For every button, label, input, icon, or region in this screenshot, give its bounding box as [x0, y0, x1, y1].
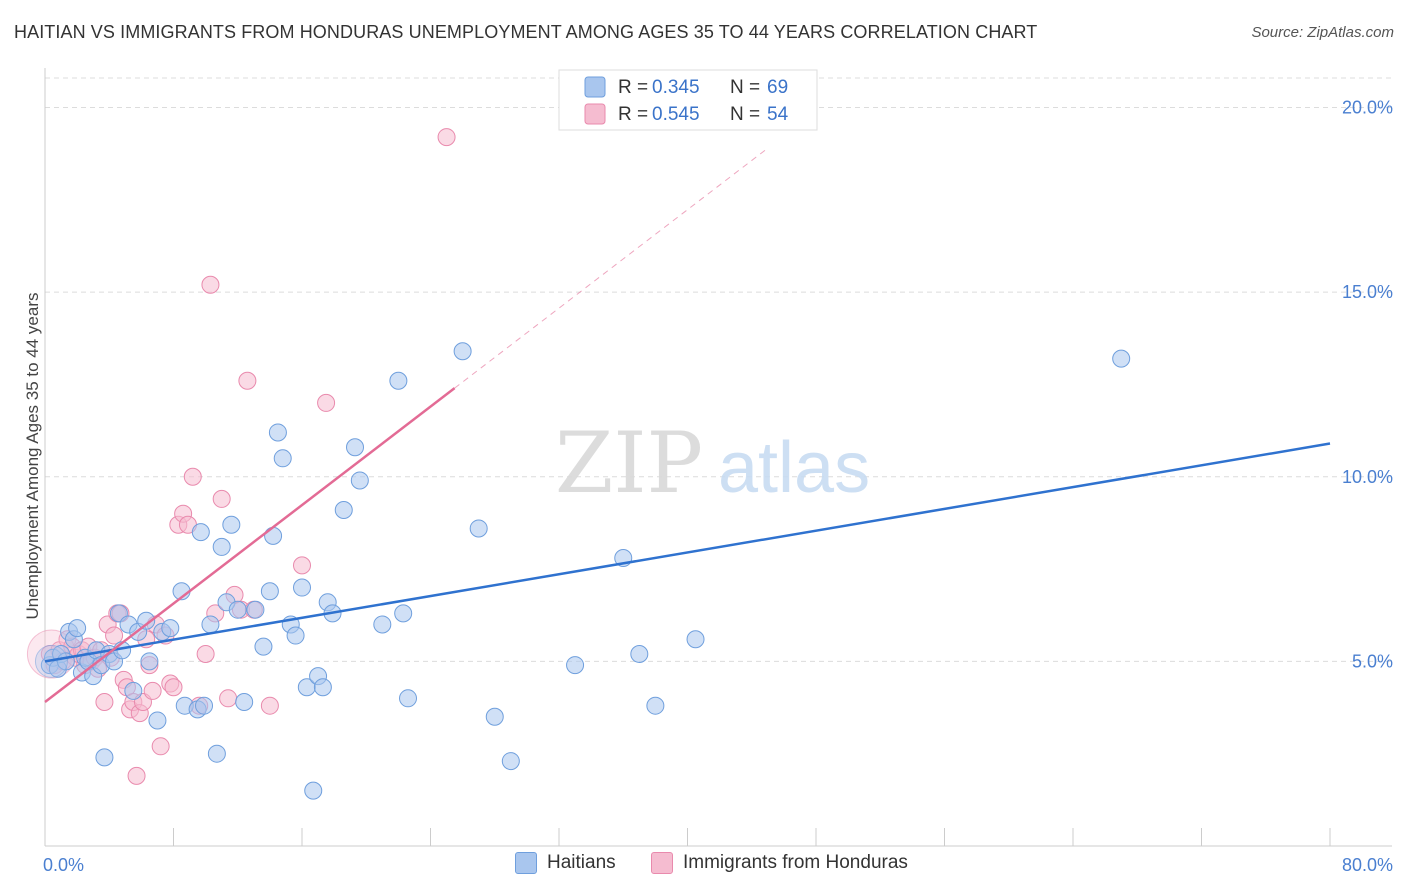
- point-blue-23: [140, 652, 159, 671]
- x-tick-label-1: 80.0%: [1342, 855, 1393, 875]
- grid-lines: [45, 77, 1392, 662]
- watermark-zip: ZIP: [555, 414, 703, 512]
- point-blue-69: [686, 630, 705, 649]
- point-blue-42: [264, 526, 283, 545]
- tick-labels: 5.0% 10.0% 15.0% 20.0% 0.0% 80.0%: [43, 98, 1393, 875]
- point-blue-56: [350, 471, 369, 490]
- point-pink-42: [201, 275, 220, 294]
- point-pink-41: [196, 645, 215, 663]
- bottom-legend-item-haitians: Haitians: [515, 852, 616, 874]
- legend-swatch-honduras: [584, 103, 606, 125]
- point-blue-32: [201, 615, 220, 634]
- legend: R = 0.345 N = 69 R = 0.545 N = 54: [558, 69, 818, 131]
- trend-line-honduras: [44, 387, 456, 703]
- point-blue-70: [1112, 349, 1131, 368]
- point-blue-7: [68, 619, 87, 638]
- point-blue-43: [268, 423, 287, 442]
- axes: [44, 68, 1392, 847]
- point-blue-44: [273, 449, 292, 468]
- series-haitians: [34, 342, 1131, 800]
- point-pink-53: [437, 128, 456, 147]
- point-pink-50: [260, 696, 279, 715]
- point-blue-58: [389, 371, 408, 390]
- point-blue-57: [373, 615, 392, 634]
- legend-r-value-0: 0.345: [652, 77, 700, 98]
- point-blue-51: [313, 678, 332, 697]
- point-pink-25: [127, 766, 146, 785]
- point-blue-33: [207, 744, 226, 763]
- point-blue-20: [124, 681, 143, 700]
- point-blue-14: [95, 748, 114, 767]
- point-pink-35: [164, 678, 183, 697]
- bottom-legend-item-honduras: Immigrants from Honduras: [651, 852, 908, 874]
- legend-n-value-0: 69: [767, 77, 788, 98]
- point-blue-31: [195, 696, 214, 715]
- point-blue-59: [394, 604, 413, 623]
- bottom-legend-swatch-honduras: [651, 852, 673, 874]
- point-blue-38: [235, 693, 254, 711]
- point-pink-18: [105, 626, 124, 645]
- y-tick-label-0: 5.0%: [1352, 651, 1393, 671]
- watermark: ZIP atlas: [555, 414, 870, 512]
- y-axis-title: Unemployment Among Ages 35 to 44 years: [23, 293, 42, 620]
- point-blue-22: [137, 611, 156, 630]
- legend-n-label-1: N =: [730, 104, 760, 125]
- point-blue-67: [630, 645, 649, 663]
- y-tick-label-2: 15.0%: [1342, 282, 1393, 302]
- point-blue-68: [646, 696, 665, 715]
- point-blue-36: [222, 515, 241, 534]
- point-pink-52: [317, 393, 336, 412]
- point-pink-15: [95, 693, 114, 711]
- point-blue-26: [161, 619, 180, 638]
- point-pink-39: [183, 467, 202, 486]
- point-blue-60: [399, 689, 418, 708]
- point-blue-65: [566, 656, 585, 675]
- point-pink-48: [238, 371, 257, 390]
- point-pink-32: [151, 737, 170, 756]
- bottom-legend-label-haitians: Haitians: [547, 852, 616, 873]
- point-pink-45: [219, 689, 238, 708]
- point-pink-51: [293, 556, 311, 575]
- point-blue-62: [469, 519, 488, 538]
- point-blue-47: [293, 578, 311, 597]
- x-tick-label-0: 0.0%: [43, 855, 84, 875]
- bottom-legend-swatch-haitians: [515, 852, 537, 874]
- series-honduras: [26, 128, 456, 785]
- point-blue-40: [254, 637, 273, 656]
- legend-n-value-1: 54: [767, 104, 789, 125]
- bottom-legend-label-honduras: Immigrants from Honduras: [683, 852, 908, 873]
- bottom-legend: Haitians Immigrants from Honduras: [0, 852, 1406, 878]
- point-blue-34: [212, 537, 231, 556]
- trend-line-haitians: [44, 442, 1331, 663]
- y-tick-label-3: 20.0%: [1342, 98, 1393, 118]
- point-blue-46: [286, 626, 305, 645]
- legend-swatch-haitians: [584, 76, 606, 98]
- point-blue-61: [453, 342, 472, 361]
- watermark-atlas: atlas: [718, 428, 870, 508]
- point-blue-64: [501, 752, 520, 771]
- point-blue-49: [304, 781, 323, 800]
- point-pink-30: [143, 681, 162, 700]
- trend-line-honduras-extension: [454, 147, 769, 389]
- trend-lines: [44, 147, 1331, 703]
- legend-r-label-1: R =: [618, 104, 648, 125]
- legend-n-label-0: N =: [730, 77, 760, 98]
- y-tick-label-1: 10.0%: [1342, 467, 1393, 487]
- legend-r-label-0: R =: [618, 77, 648, 98]
- point-blue-30: [191, 523, 210, 542]
- point-blue-37: [228, 600, 247, 619]
- point-blue-24: [148, 711, 167, 730]
- chart-title: HAITIAN VS IMMIGRANTS FROM HONDURAS UNEM…: [14, 22, 1038, 42]
- point-blue-54: [334, 501, 353, 519]
- point-pink-44: [212, 489, 231, 508]
- chart-source: Source: ZipAtlas.com: [1251, 24, 1394, 41]
- point-blue-39: [246, 600, 265, 619]
- point-blue-55: [346, 438, 365, 457]
- point-blue-41: [260, 582, 279, 601]
- legend-r-value-1: 0.545: [652, 104, 700, 125]
- point-blue-63: [485, 707, 504, 726]
